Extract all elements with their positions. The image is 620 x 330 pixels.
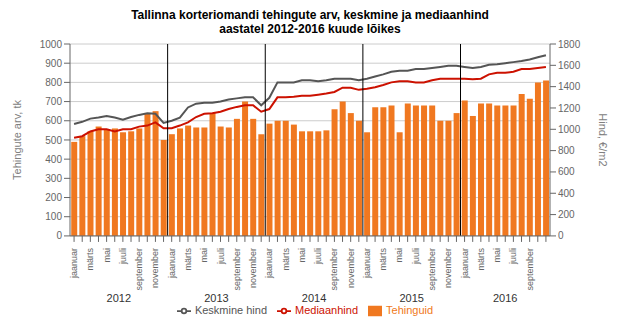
svg-text:1000: 1000 bbox=[558, 124, 581, 135]
svg-text:jaanuar: jaanuar bbox=[167, 248, 177, 279]
html-text:Keskmine hind: Keskmine hind bbox=[194, 303, 267, 316]
svg-text:2014: 2014 bbox=[302, 292, 326, 304]
svg-text:jaanuar: jaanuar bbox=[362, 248, 372, 279]
svg-text:200: 200 bbox=[45, 192, 62, 203]
svg-text:september: september bbox=[329, 248, 339, 291]
svg-text:2012: 2012 bbox=[107, 292, 131, 304]
svg-text:september: september bbox=[427, 248, 437, 291]
html-text:Tehinguid: Tehinguid bbox=[386, 303, 434, 316]
svg-text:september: september bbox=[232, 248, 242, 291]
html-text:Mediaanhind: Mediaanhind bbox=[295, 303, 358, 316]
svg-text:2015: 2015 bbox=[399, 292, 423, 304]
svg-text:november: november bbox=[443, 248, 453, 288]
svg-text:2016: 2016 bbox=[493, 292, 517, 304]
svg-text:2013: 2013 bbox=[204, 292, 228, 304]
svg-text:jaanuar: jaanuar bbox=[460, 248, 470, 279]
svg-text:september: september bbox=[525, 248, 535, 291]
svg-text:mai: mai bbox=[297, 248, 307, 263]
svg-text:jaanuar: jaanuar bbox=[69, 248, 79, 279]
svg-text:november: november bbox=[150, 248, 160, 288]
svg-text:0: 0 bbox=[56, 230, 62, 241]
svg-text:500: 500 bbox=[45, 135, 62, 146]
svg-text:mai: mai bbox=[492, 248, 502, 263]
svg-text:600: 600 bbox=[558, 166, 575, 177]
svg-text:märts: märts bbox=[183, 247, 193, 270]
svg-text:1000: 1000 bbox=[40, 39, 63, 50]
svg-text:200: 200 bbox=[558, 209, 575, 220]
svg-text:märts: märts bbox=[378, 247, 388, 270]
svg-text:juuli: juuli bbox=[216, 248, 226, 265]
svg-text:1400: 1400 bbox=[558, 81, 581, 92]
html-text:Tallinna korteriomandi tehingu: Tallinna korteriomandi tehingute arv, ke… bbox=[131, 8, 489, 36]
svg-text:mai: mai bbox=[394, 248, 404, 263]
svg-text:0: 0 bbox=[558, 230, 564, 241]
svg-text:800: 800 bbox=[558, 145, 575, 156]
svg-text:300: 300 bbox=[45, 173, 62, 184]
svg-text:600: 600 bbox=[45, 115, 62, 126]
svg-text:juuli: juuli bbox=[118, 248, 128, 265]
svg-text:märts: märts bbox=[85, 247, 95, 270]
svg-text:märts: märts bbox=[281, 247, 291, 270]
svg-text:1800: 1800 bbox=[558, 39, 581, 50]
svg-text:jaanuar: jaanuar bbox=[264, 248, 274, 279]
svg-text:900: 900 bbox=[45, 58, 62, 69]
svg-text:Hind, €/m2: Hind, €/m2 bbox=[597, 113, 609, 166]
svg-text:700: 700 bbox=[45, 96, 62, 107]
svg-text:400: 400 bbox=[558, 188, 575, 199]
svg-text:september: september bbox=[134, 248, 144, 291]
svg-text:Tehingute arv, tk: Tehingute arv, tk bbox=[11, 100, 23, 180]
svg-text:mai: mai bbox=[102, 248, 112, 263]
svg-text:400: 400 bbox=[45, 154, 62, 165]
svg-text:november: november bbox=[346, 248, 356, 288]
svg-text:märts: märts bbox=[476, 247, 486, 270]
svg-text:november: november bbox=[248, 248, 258, 288]
svg-text:1600: 1600 bbox=[558, 60, 581, 71]
svg-text:juuli: juuli bbox=[313, 248, 323, 265]
svg-text:800: 800 bbox=[45, 77, 62, 88]
svg-text:100: 100 bbox=[45, 211, 62, 222]
svg-text:1200: 1200 bbox=[558, 103, 581, 114]
svg-text:juuli: juuli bbox=[411, 248, 421, 265]
svg-text:juuli: juuli bbox=[508, 248, 518, 265]
svg-text:mai: mai bbox=[199, 248, 209, 263]
